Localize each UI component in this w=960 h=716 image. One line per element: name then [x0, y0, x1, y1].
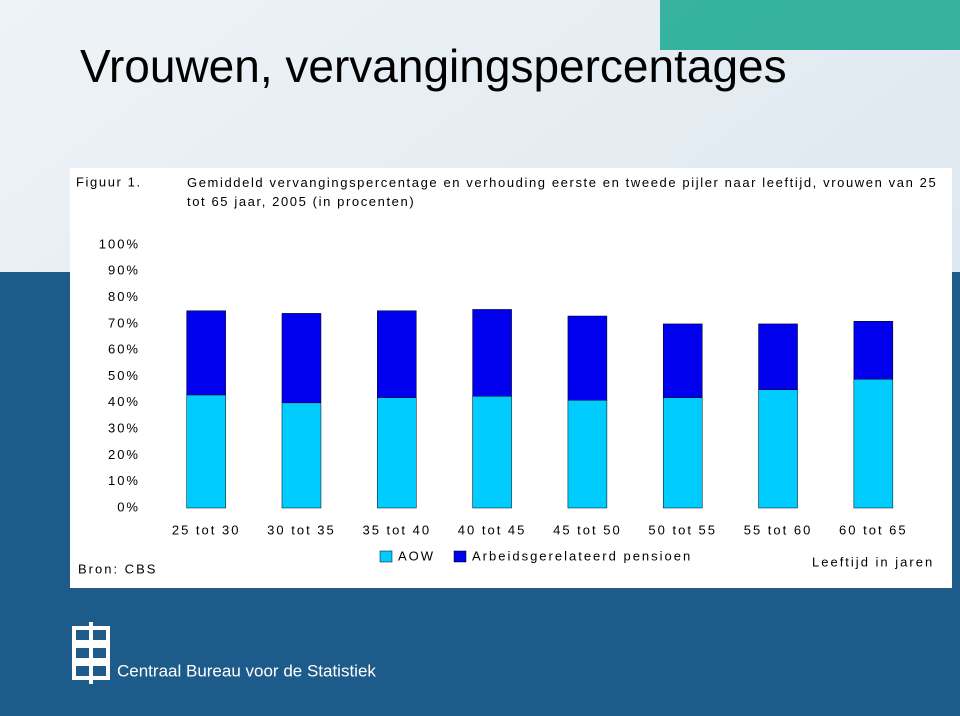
bar	[281, 402, 322, 509]
x-tick-label: 60 tot 65	[839, 522, 908, 537]
legend-swatch	[453, 550, 467, 563]
bar	[472, 395, 512, 509]
bar	[186, 310, 226, 396]
y-tick-label: 50%	[108, 368, 140, 383]
logo	[72, 622, 110, 684]
bar	[758, 389, 798, 509]
y-tick-label: 70%	[108, 315, 140, 330]
x-tick-label: 45 tot 50	[553, 522, 622, 537]
y-tick-label: 90%	[108, 263, 140, 278]
x-tick-label: 50 tot 55	[648, 522, 717, 537]
x-tick-label: 55 tot 60	[744, 522, 813, 537]
legend-label: AOW	[398, 548, 435, 563]
chart-title: Gemiddeld vervangingspercentage en verho…	[187, 175, 938, 209]
source: Bron: CBS	[78, 561, 157, 576]
slide-title: Vrouwen, vervangingspercentages	[80, 40, 787, 92]
y-tick-label: 40%	[108, 394, 140, 409]
bar	[186, 394, 226, 509]
bar	[377, 310, 417, 398]
y-tick-label: 30%	[108, 421, 140, 436]
y-tick-label: 80%	[108, 289, 140, 304]
bar	[377, 397, 417, 509]
organization: Centraal Bureau voor de Statistiek	[117, 661, 376, 680]
bar	[662, 323, 703, 398]
bar	[853, 378, 894, 509]
figure-label: Figuur 1.	[76, 174, 142, 189]
bar	[662, 397, 703, 509]
y-tick-label: 100%	[99, 236, 140, 251]
x-tick-label: 30 tot 35	[267, 522, 336, 537]
x-tick-label: 25 tot 30	[172, 522, 241, 537]
x-tick-label: 35 tot 40	[362, 522, 431, 537]
y-tick-label: 10%	[108, 473, 140, 488]
legend-swatch	[379, 550, 393, 563]
accent	[660, 0, 960, 50]
y-tick-label: 0%	[117, 499, 140, 514]
bar	[853, 321, 894, 380]
bar	[567, 315, 608, 401]
x-axis-label: Leeftijd in jaren	[812, 554, 934, 569]
bar	[281, 313, 322, 404]
x-tick-label: 40 tot 45	[458, 522, 527, 537]
bar	[758, 323, 798, 390]
y-tick-label: 20%	[108, 447, 140, 462]
bar	[472, 309, 512, 397]
y-tick-label: 60%	[108, 342, 140, 357]
bar	[567, 399, 608, 509]
legend-label: Arbeidsgerelateerd pensioen	[472, 548, 692, 563]
